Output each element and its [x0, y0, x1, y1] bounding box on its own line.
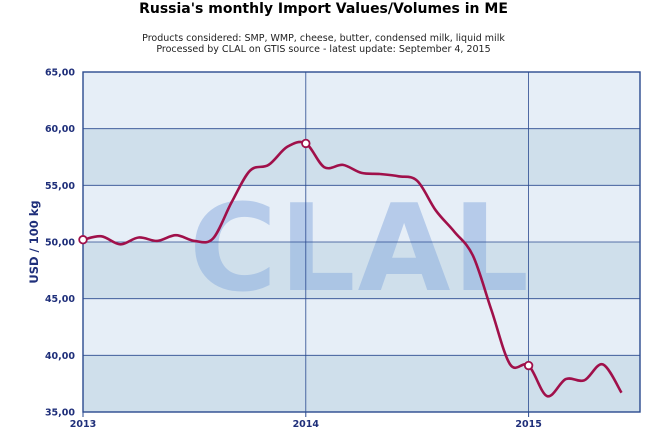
plot-band: [83, 72, 640, 129]
subtitle-line-products: Products considered: SMP, WMP, cheese, b…: [142, 33, 505, 44]
x-tick-label: 2013: [70, 419, 96, 430]
x-tick-label: 2014: [293, 419, 320, 430]
plot-band: [83, 128, 640, 186]
plot-band: [83, 355, 640, 412]
data-point-marker: [78, 235, 88, 245]
plot-band: [83, 298, 640, 356]
plot-band: [83, 185, 640, 242]
y-tick-label: 55,00: [45, 181, 75, 192]
subtitle-line-source: Processed by CLAL on GTIS source - lates…: [156, 44, 491, 55]
x-axis-ticks: 2013 2014 2015: [70, 412, 542, 430]
x-tick-label: 2015: [515, 419, 541, 430]
data-point-marker: [301, 138, 311, 149]
y-tick-label: 60,00: [45, 124, 75, 135]
plot-bands: [83, 72, 640, 412]
y-tick-label: 35,00: [45, 408, 75, 419]
y-tick-label: 45,00: [45, 294, 75, 305]
y-tick-label: 40,00: [45, 351, 75, 362]
chart-subtitle: Products considered: SMP, WMP, cheese, b…: [0, 33, 647, 55]
y-axis-label: USD / 100 kg: [27, 200, 41, 283]
series-markers: [78, 138, 534, 371]
y-tick-label: 50,00: [45, 238, 75, 249]
y-axis-ticks: 35,00 40,00 45,00 50,00 55,00 60,00 65,00: [45, 68, 75, 419]
plot-band: [83, 242, 640, 299]
y-tick-label: 65,00: [45, 68, 75, 79]
data-point-marker: [523, 360, 534, 371]
chart-title: Russia's monthly Import Values/Volumes i…: [139, 1, 508, 17]
watermark-logo: CLAL: [189, 180, 531, 319]
